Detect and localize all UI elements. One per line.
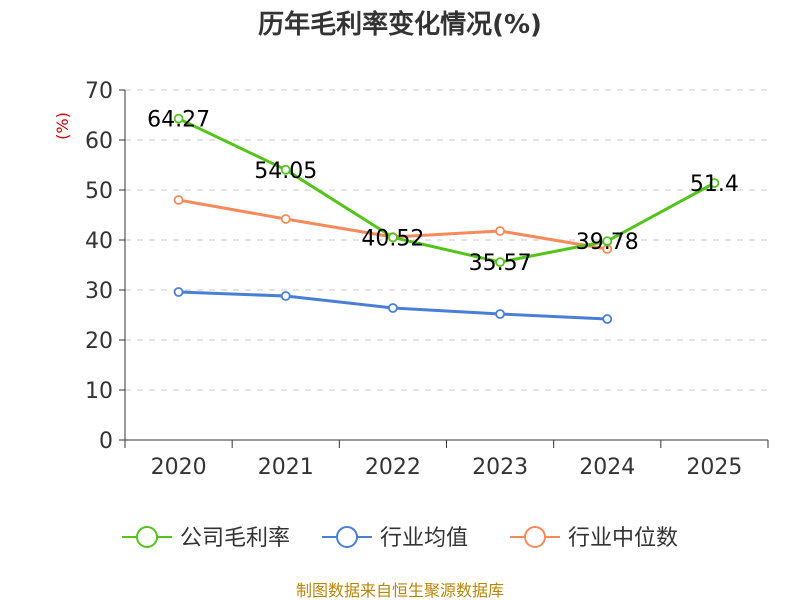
point-0-2023 — [495, 257, 505, 268]
legend-marker-0 — [136, 526, 158, 548]
y-tick-label-40: 40 — [85, 229, 113, 254]
x-tick-label-2023: 2023 — [472, 455, 528, 480]
data-label-2022: 40.52 — [361, 226, 424, 251]
legend-item-0: 公司毛利率 — [122, 526, 290, 551]
point-0-2021 — [280, 164, 291, 175]
point-0-2024 — [602, 236, 613, 247]
data-label-2023: 35.57 — [469, 251, 532, 276]
point-2-2023 — [495, 226, 505, 236]
point-0-2025 — [709, 178, 720, 188]
data-label-2025: 51.4 — [690, 172, 739, 197]
data-label-2020: 64.27 — [147, 108, 210, 133]
series-group: 64.27 54.05 40.52 35.57 39.78 51.4 — [147, 108, 739, 324]
legend-marker-2 — [524, 526, 546, 548]
y-axis-unit-label: (%) — [53, 112, 72, 140]
legend-label-1: 行业均值 — [380, 526, 468, 551]
point-1-2023 — [495, 309, 505, 319]
y-tick-label-60: 60 — [85, 129, 113, 154]
legend: 公司毛利率 行业均值 行业中位数 — [122, 526, 678, 551]
legend-label-0: 公司毛利率 — [180, 526, 290, 551]
data-label-2021: 54.05 — [254, 159, 317, 184]
series-0 — [173, 113, 720, 268]
series-1 — [173, 287, 613, 324]
y-tick-label-50: 50 — [85, 179, 113, 204]
point-2-2021 — [280, 214, 291, 224]
point-1-2021 — [280, 291, 291, 301]
x-tick-label-2025: 2025 — [686, 455, 742, 480]
y-tick-label-10: 10 — [85, 379, 113, 404]
axes: 0 10 20 30 40 50 60 70 2020 2021 2022 2023 2024 2025 — [85, 79, 769, 480]
y-tick-label-0: 0 — [99, 429, 113, 454]
y-tick-label-20: 20 — [85, 329, 113, 354]
x-tick-label-2021: 2021 — [258, 455, 314, 480]
x-tick-label-2022: 2022 — [365, 455, 421, 480]
point-0-2022 — [388, 232, 398, 243]
legend-item-1: 行业均值 — [322, 526, 468, 551]
y-tick-label-70: 70 — [85, 79, 113, 104]
legend-item-2: 行业中位数 — [510, 526, 678, 551]
legend-label-2: 行业中位数 — [568, 526, 678, 551]
legend-marker-1 — [336, 526, 358, 548]
x-tick-label-2024: 2024 — [579, 455, 635, 480]
point-2-2020 — [173, 195, 184, 205]
data-label-2024: 39.78 — [576, 230, 639, 255]
gridlines — [125, 89, 768, 391]
series-line-0 — [177, 117, 716, 264]
source-note: 制图数据来自恒生聚源数据库 — [296, 581, 504, 600]
y-tick-label-30: 30 — [85, 279, 113, 304]
chart-title: 历年毛利率变化情况(%) — [258, 9, 542, 40]
point-0-2020 — [173, 113, 184, 124]
x-tick-label-2020: 2020 — [151, 455, 207, 480]
point-1-2022 — [388, 303, 398, 313]
point-1-2020 — [173, 287, 184, 297]
point-1-2024 — [602, 314, 613, 324]
